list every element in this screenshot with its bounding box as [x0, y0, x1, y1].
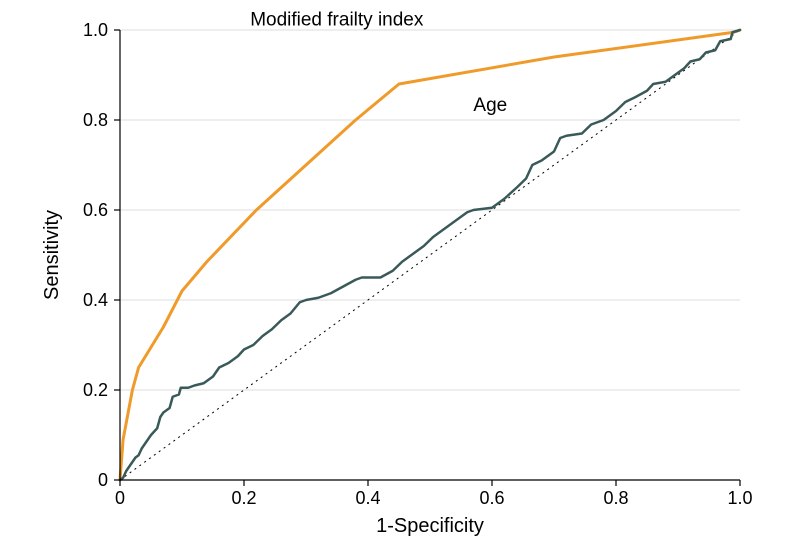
x-tick-label: 0.6	[479, 488, 504, 508]
y-tick-label: 0.4	[83, 290, 108, 310]
y-tick-label: 0.6	[83, 200, 108, 220]
x-tick-label: 1.0	[727, 488, 752, 508]
x-tick-label: 0.4	[355, 488, 380, 508]
y-tick-label: 0.2	[83, 380, 108, 400]
x-tick-label: 0	[115, 488, 125, 508]
y-tick-label: 0.8	[83, 110, 108, 130]
x-tick-label: 0.2	[231, 488, 256, 508]
series-label-1: Age	[473, 95, 507, 116]
x-axis-label: 1-Specificity	[376, 515, 484, 537]
y-tick-label: 1.0	[83, 20, 108, 40]
y-tick-label: 0	[98, 470, 108, 490]
y-axis-label: Sensitivity	[41, 210, 63, 300]
roc-chart: Modified frailty index Age 0 0.2 0.4 0.6 0.8 1.…	[0, 0, 794, 546]
x-tick-label: 0.8	[603, 488, 628, 508]
series-label-0: Modified frailty index	[250, 10, 424, 31]
